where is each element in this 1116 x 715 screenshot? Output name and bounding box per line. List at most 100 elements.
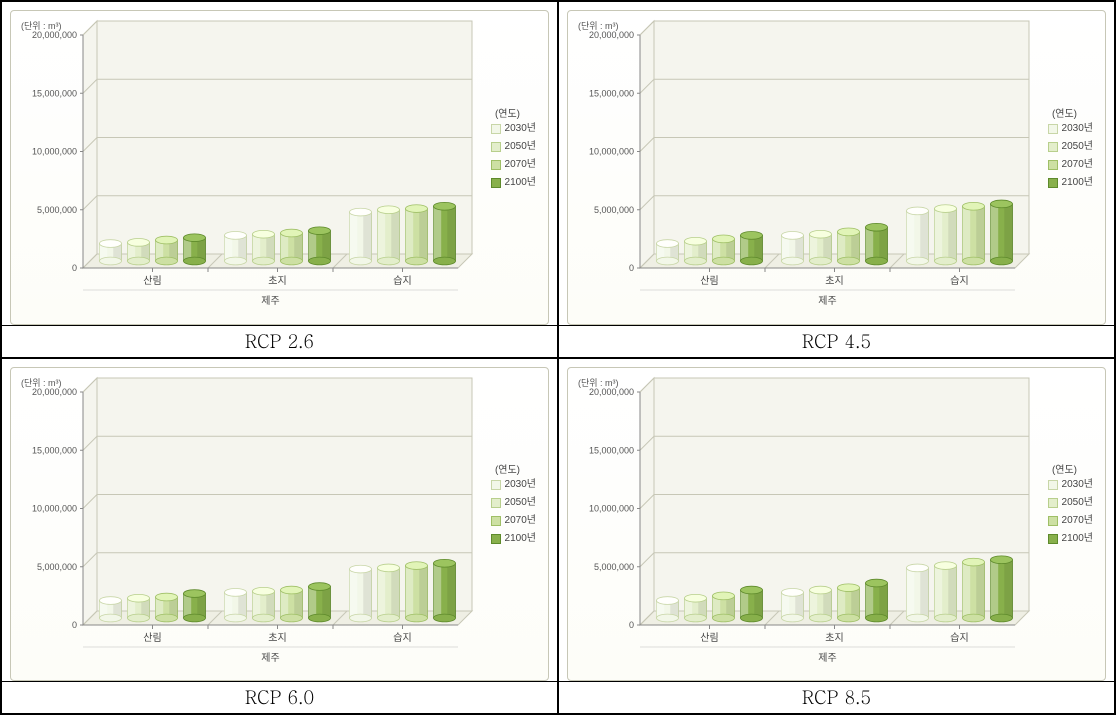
x-category-label: 습지	[393, 632, 411, 644]
legend-swatch	[491, 124, 501, 134]
legend-swatch	[1048, 124, 1058, 134]
legend-label: 2100년	[1062, 175, 1093, 191]
bar-cylinder	[657, 240, 679, 265]
bar-cylinder	[281, 229, 303, 265]
bar-cylinder	[657, 596, 679, 621]
legend-item: 2100년	[491, 175, 536, 191]
y-tick-label: 10,000,000	[32, 503, 77, 513]
bar-cylinder	[991, 200, 1013, 265]
panel-rcp60: 05,000,00010,000,00015,000,00020,000,000…	[1, 358, 558, 715]
legend-swatch	[491, 534, 501, 544]
unit-label: (단위 : m³)	[578, 19, 619, 32]
bar-cylinder	[810, 230, 832, 264]
legend-label: 2070년	[1062, 157, 1093, 173]
legend-swatch	[491, 178, 501, 188]
x-group-label: 제주	[261, 295, 279, 307]
legend-item: 2070년	[1048, 513, 1093, 529]
legend-swatch	[1048, 516, 1058, 526]
bar-cylinder	[866, 223, 888, 264]
y-tick-label: 5,000,000	[37, 561, 77, 571]
legend-title: (연도)	[495, 105, 520, 120]
bar-cylinder	[309, 582, 331, 621]
legend-label: 2030년	[505, 477, 536, 493]
legend-label: 2030년	[1062, 477, 1093, 493]
y-tick-label: 5,000,000	[594, 561, 634, 571]
bar-cylinder	[434, 559, 456, 621]
x-category-label: 산림	[143, 632, 161, 644]
bar-cylinder	[741, 232, 763, 265]
x-group-label: 제주	[818, 652, 836, 664]
x-category-label: 초지	[825, 632, 843, 644]
y-tick-label: 0	[72, 620, 77, 630]
y-tick-label: 15,000,000	[32, 88, 77, 98]
legend-swatch	[491, 516, 501, 526]
y-tick-label: 10,000,000	[32, 147, 77, 157]
bar-cylinder	[100, 596, 122, 621]
x-category-label: 습지	[393, 275, 411, 287]
bar-cylinder	[253, 587, 275, 621]
unit-label: (단위 : m³)	[578, 376, 619, 389]
bar-cylinder	[907, 207, 929, 265]
y-tick-label: 10,000,000	[589, 503, 634, 513]
bar-cylinder	[225, 232, 247, 265]
legend-swatch	[491, 142, 501, 152]
x-category-label: 초지	[268, 275, 286, 287]
legend-label: 2070년	[1062, 513, 1093, 529]
y-tick-label: 5,000,000	[594, 205, 634, 215]
panel-rcp26: 05,000,00010,000,00015,000,00020,000,000…	[1, 1, 558, 358]
x-category-label: 산림	[700, 275, 718, 287]
bar-cylinder	[406, 561, 428, 621]
panel-caption: RCP 2.6	[2, 325, 557, 357]
bar-cylinder	[350, 208, 372, 265]
bar-cylinder	[963, 202, 985, 264]
bar-cylinder	[156, 236, 178, 265]
legend-label: 2030년	[505, 121, 536, 137]
bar-cylinder	[378, 564, 400, 622]
bar-cylinder	[713, 592, 735, 622]
legend-item: 2100년	[1048, 175, 1093, 191]
bar-cylinder	[184, 589, 206, 621]
unit-label: (단위 : m³)	[21, 19, 62, 32]
bar-cylinder	[838, 583, 860, 621]
legend-item: 2030년	[1048, 477, 1093, 493]
chart-box: 05,000,00010,000,00015,000,00020,000,000…	[567, 10, 1106, 325]
bar-cylinder	[350, 565, 372, 622]
bar-cylinder	[100, 240, 122, 265]
legend-item: 2030년	[1048, 121, 1093, 137]
legend-item: 2030년	[491, 121, 536, 137]
x-group-label: 제주	[261, 652, 279, 664]
legend-title: (연도)	[1052, 461, 1077, 476]
legend-swatch	[491, 160, 501, 170]
y-tick-label: 10,000,000	[589, 147, 634, 157]
legend-swatch	[1048, 534, 1058, 544]
bar-cylinder	[434, 202, 456, 264]
panel-caption: RCP 4.5	[559, 325, 1114, 357]
legend-label: 2070년	[505, 513, 536, 529]
bar-cylinder	[935, 561, 957, 621]
x-category-label: 습지	[950, 275, 968, 287]
legend-item: 2100년	[1048, 531, 1093, 547]
x-category-label: 초지	[825, 275, 843, 287]
legend-item: 2100년	[491, 531, 536, 547]
legend-swatch	[491, 480, 501, 490]
legend-title: (연도)	[1052, 105, 1077, 120]
chart-grid: 05,000,00010,000,00015,000,00020,000,000…	[0, 0, 1116, 715]
bar-cylinder	[156, 593, 178, 622]
bar-cylinder	[866, 579, 888, 622]
legend-item: 2070년	[491, 157, 536, 173]
bar-cylinder	[741, 586, 763, 622]
bar-cylinder	[281, 586, 303, 622]
legend-item: 2070년	[1048, 157, 1093, 173]
legend: 2030년 2050년 2070년 2100년	[491, 477, 536, 549]
legend-item: 2030년	[491, 477, 536, 493]
bar-cylinder	[128, 239, 150, 265]
bar-cylinder	[225, 588, 247, 621]
y-tick-label: 5,000,000	[37, 205, 77, 215]
legend-label: 2050년	[1062, 495, 1093, 511]
x-category-label: 산림	[700, 632, 718, 644]
bar-cylinder	[685, 237, 707, 265]
bar-cylinder	[378, 206, 400, 265]
legend-item: 2050년	[491, 495, 536, 511]
bar-cylinder	[991, 555, 1013, 621]
legend-item: 2050년	[491, 139, 536, 155]
